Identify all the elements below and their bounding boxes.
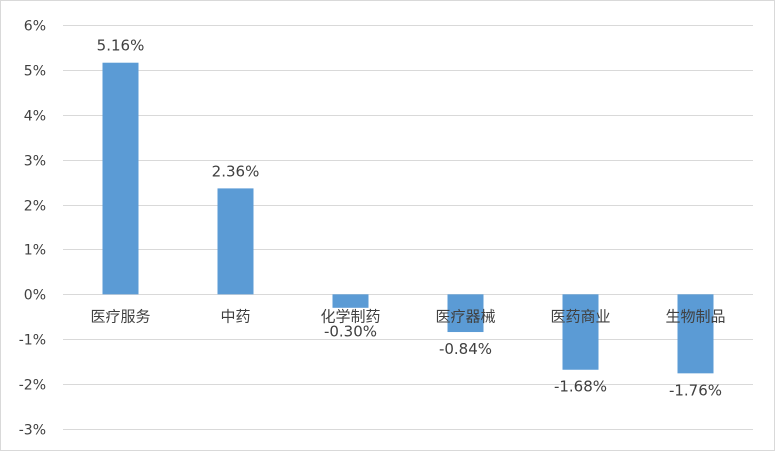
category-label: 医疗器械 xyxy=(435,307,495,325)
bars xyxy=(102,62,714,374)
data-label: -0.30% xyxy=(324,322,377,340)
data-label: -1.76% xyxy=(669,381,722,399)
category-label: 医疗服务 xyxy=(90,307,150,325)
bar xyxy=(217,188,254,295)
bar xyxy=(562,294,599,370)
category-label: 中药 xyxy=(220,307,250,325)
y-tick-label: -1% xyxy=(19,333,46,349)
category-label: 医药商业 xyxy=(550,307,610,325)
bar xyxy=(332,294,369,308)
y-tick-label: 2% xyxy=(24,199,46,215)
bar xyxy=(677,294,714,374)
data-label: -0.84% xyxy=(439,340,492,358)
y-tick-label: 0% xyxy=(24,288,46,304)
y-tick-label: 3% xyxy=(24,154,46,170)
bar xyxy=(102,62,139,295)
data-label: -1.68% xyxy=(554,378,607,396)
y-tick-label: -2% xyxy=(19,378,46,394)
category-label: 生物制品 xyxy=(665,307,725,325)
category-label: 化学制药 xyxy=(320,307,380,325)
y-tick-label: 4% xyxy=(24,109,46,125)
data-labels: 5.16% 2.36% -0.30% -0.84% -1.68% -1.76% xyxy=(97,37,722,400)
y-tick-label: -3% xyxy=(19,423,46,439)
y-axis-tick-labels: 6% 5% 4% 3% 2% 1% 0% -1% -2% -3% xyxy=(19,19,46,439)
grid-lines xyxy=(63,25,753,430)
data-label: 2.36% xyxy=(212,162,260,180)
bar xyxy=(447,294,484,333)
y-tick-label: 6% xyxy=(24,19,46,35)
category-labels: 医疗服务 中药 化学制药 医疗器械 医药商业 生物制品 xyxy=(90,307,725,325)
data-label: 5.16% xyxy=(97,37,145,55)
y-tick-label: 5% xyxy=(24,64,46,80)
y-tick-label: 1% xyxy=(24,243,46,259)
